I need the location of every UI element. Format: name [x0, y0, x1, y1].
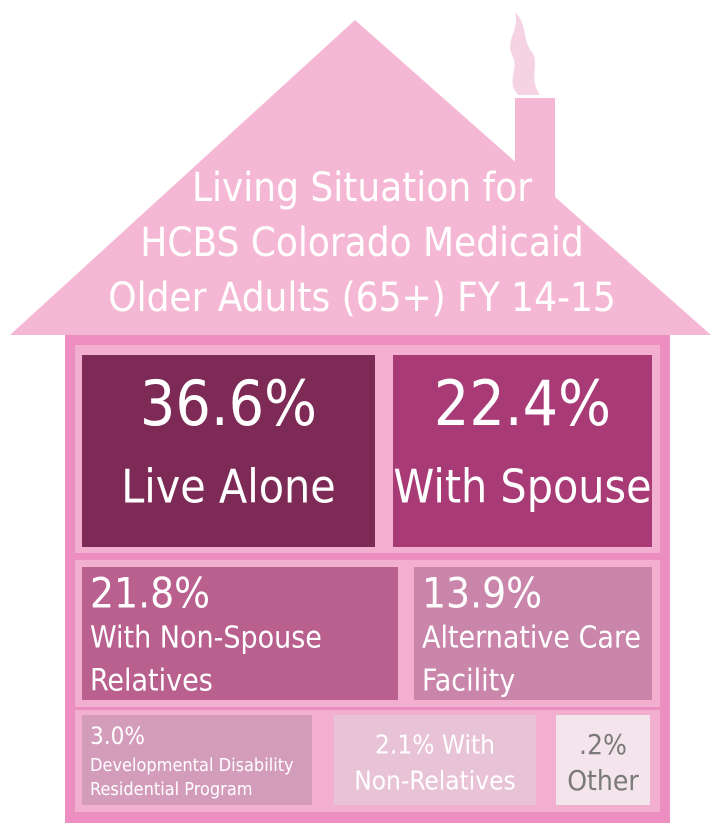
tile-text: Facility: [422, 664, 515, 699]
tile-text: Alternative Care: [422, 621, 641, 656]
tile-text: 2.1% With: [375, 731, 495, 761]
smoke: [510, 12, 540, 95]
tile: [334, 715, 536, 805]
tile: [414, 567, 652, 700]
tile-text: Residential Program: [90, 779, 253, 800]
tile-text: 22.4%: [434, 367, 611, 440]
tile-text: With Spouse: [393, 460, 651, 514]
tile-text: Non-Relatives: [354, 767, 515, 797]
title: Living Situation for HCBS Colorado Medica…: [108, 165, 615, 321]
title-line: Older Adults (65+) FY 14-15: [108, 275, 615, 321]
tile: [82, 567, 398, 700]
tile-text: 3.0%: [90, 722, 145, 750]
title-line: HCBS Colorado Medicaid: [140, 220, 584, 266]
tile-text: Relatives: [90, 664, 213, 699]
tile-text: 13.9%: [422, 569, 542, 618]
tile-text: Developmental Disability: [90, 755, 294, 776]
tile: [82, 715, 312, 805]
tile: [393, 355, 652, 547]
tile-text: Live Alone: [121, 460, 335, 514]
tile: [556, 715, 650, 805]
tile-text: Other: [567, 764, 639, 797]
roof: [10, 20, 711, 335]
tile-text: With Non-Spouse: [90, 621, 322, 656]
title-line: Living Situation for: [192, 165, 532, 211]
tile: [82, 355, 375, 547]
tile-text: 36.6%: [140, 367, 317, 440]
tile-text: .2%: [579, 728, 627, 761]
tiles: 36.6% Live Alone 22.4% With Spouse 21.8%With…: [82, 355, 652, 805]
tile-text: 21.8%: [90, 569, 210, 618]
